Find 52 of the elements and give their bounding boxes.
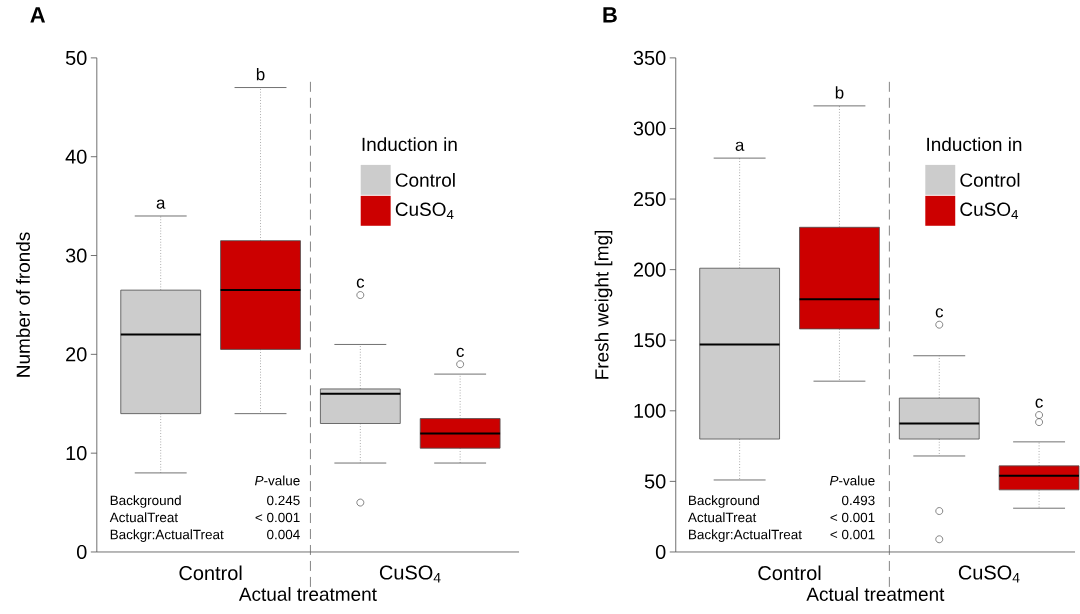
y-tick-label: 250: [633, 192, 666, 207]
y-axis-title: Number of fronds: [16, 232, 30, 377]
annotation: < 0.001: [255, 512, 300, 523]
annotation: a: [156, 199, 166, 209]
annotation: Background: [110, 495, 181, 508]
y-tick-label: 0: [655, 544, 666, 560]
y-tick-label: 40: [65, 149, 87, 164]
annotation: b: [256, 67, 265, 81]
x-tick-label: CuSO$_{4}$: [379, 565, 441, 583]
annotation: Backgr:ActualTreat: [689, 529, 802, 542]
y-tick-label: 50: [644, 474, 666, 489]
chart-title: A: [30, 7, 46, 23]
legend-label: Control: [395, 172, 455, 187]
annotation: Backgr:ActualTreat: [110, 529, 224, 542]
y-tick-label: 30: [65, 248, 87, 263]
y-axis-title: Fresh weight [mg]: [594, 231, 613, 379]
y-tick-label: 300: [633, 121, 666, 136]
y-tick-label: 150: [634, 333, 666, 348]
annotation: 0.004: [267, 529, 300, 540]
annotation: c: [456, 347, 464, 358]
x-tick-label: Control: [179, 565, 242, 581]
y-tick-label: 20: [66, 347, 87, 362]
annotation: c: [1035, 398, 1043, 408]
annotation: ActualTreat: [109, 512, 178, 523]
annotation: P-value: [254, 475, 300, 486]
annotation: P-value: [829, 475, 875, 486]
annotation: 0.493: [842, 495, 875, 506]
annotation: Background: [689, 495, 759, 508]
annotation: c: [935, 308, 944, 318]
annotation: < 0.001: [830, 512, 875, 523]
legend-label: Control: [960, 172, 1020, 187]
y-tick-label: 350: [633, 50, 666, 66]
legend-title: Induction in: [362, 137, 457, 152]
annotation: b: [835, 86, 844, 99]
legend-label: CuSO$_{4}$: [395, 202, 454, 220]
x-tick-label: Control: [758, 565, 821, 581]
y-tick-label: 50: [65, 50, 87, 66]
y-tick-label: 200: [633, 262, 666, 277]
x-axis-title: Actual treatment: [806, 587, 945, 601]
legend-title: Induction in: [927, 137, 1022, 152]
y-tick-label: 100: [634, 403, 666, 418]
annotation: c: [356, 278, 365, 288]
y-tick-label: 0: [76, 544, 87, 560]
x-axis-title: Actual treatment: [238, 587, 377, 601]
annotation: ActualTreat: [687, 512, 757, 523]
annotation: a: [735, 141, 745, 151]
annotation: < 0.001: [830, 529, 875, 540]
annotation: 0.245: [267, 495, 300, 506]
legend-label: CuSO$_{4}$: [960, 202, 1019, 220]
chart-title: B: [603, 7, 617, 23]
y-tick-label: 10: [66, 446, 87, 461]
x-tick-label: CuSO$_{4}$: [958, 565, 1020, 583]
